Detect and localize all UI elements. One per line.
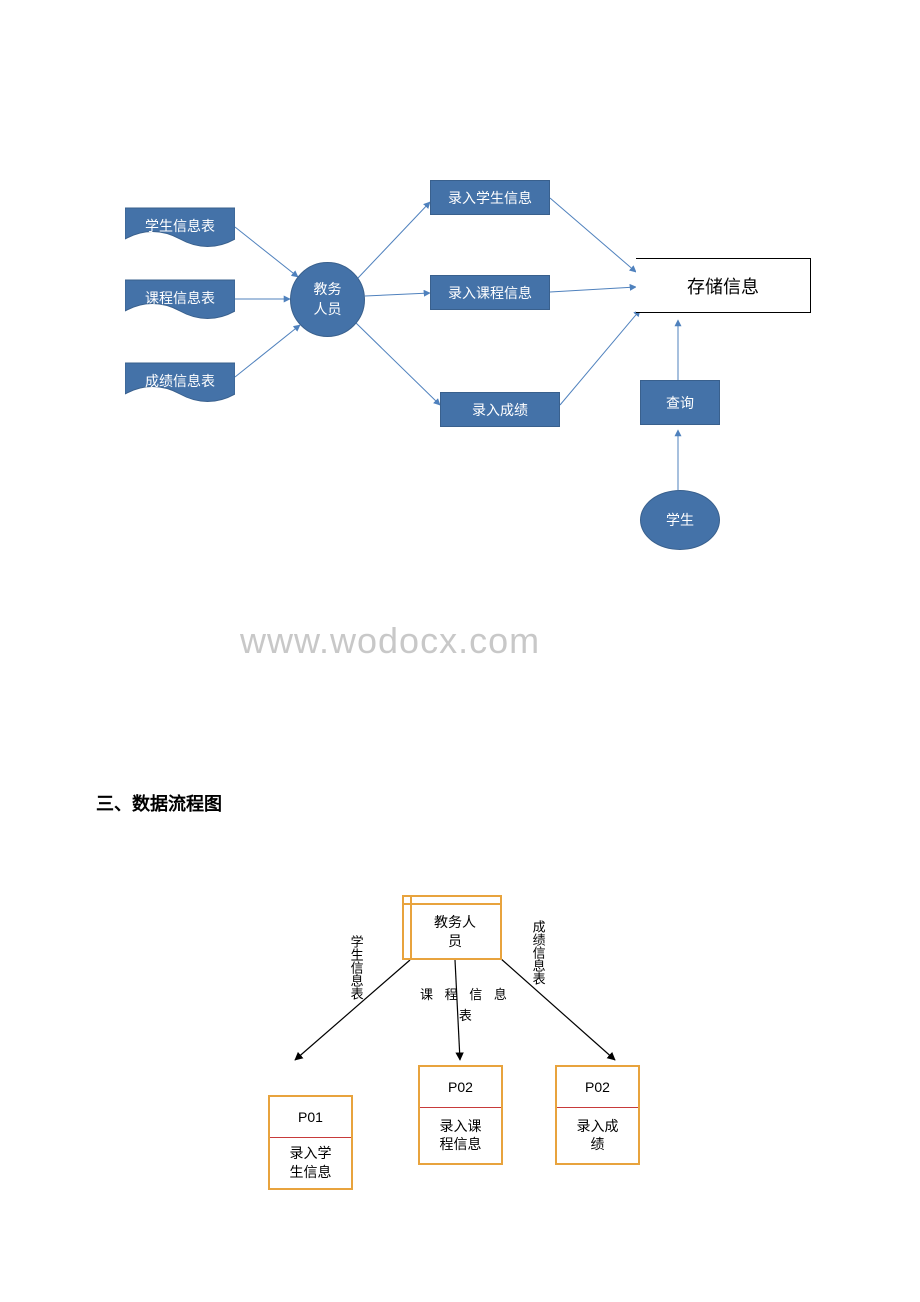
node-p02-course: P02 录入课 程信息 [418,1065,503,1165]
node-label: 录入课 程信息 [440,1117,482,1153]
node-label: 录入学 生信息 [290,1144,332,1180]
node-staff-2: 教务人 员 [402,895,502,960]
node-code: P01 [298,1108,323,1126]
node-label: 教务人 员 [434,913,476,949]
edge-label-grade-table: 成绩信息表 [530,920,546,985]
edge-label-line1: 课 程 信 息 [420,985,511,1006]
edge-label-course-table: 课 程 信 息 表 [420,985,511,1027]
node-p02-grade: P02 录入成 绩 [555,1065,640,1165]
node-code: P02 [585,1078,610,1096]
edge-label-line2: 表 [420,1006,511,1027]
node-code: P02 [448,1078,473,1096]
node-label: 课程信息表 [145,288,215,308]
node-label: 录入成 绩 [577,1117,619,1153]
diagram-2: 教务人 员 P01 录入学 生信息 P02 录入课 程信息 P02 录入成 绩 … [0,0,920,1302]
node-label: 学生信息表 [145,216,215,236]
node-label: 成绩信息表 [145,371,215,391]
edge-label-student-table: 学生信息表 [348,935,364,1000]
node-p01: P01 录入学 生信息 [268,1095,353,1190]
